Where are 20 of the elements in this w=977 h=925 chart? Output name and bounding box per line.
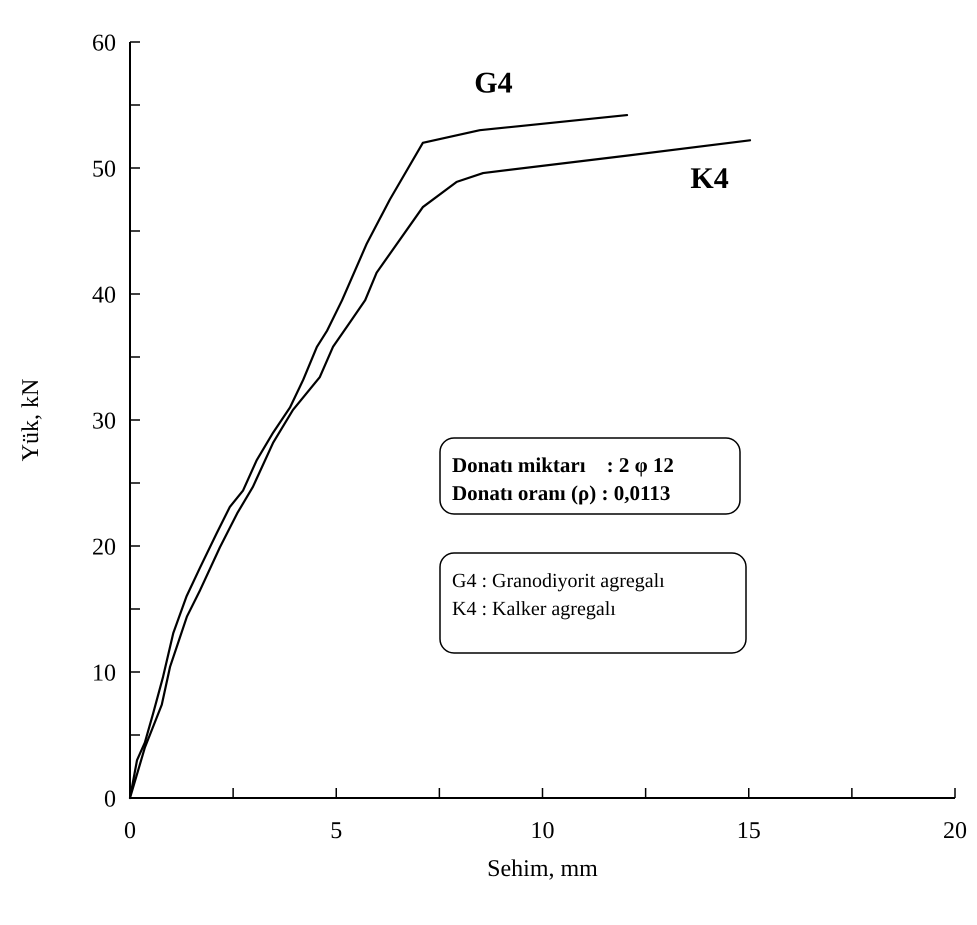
x-tick-label: 0: [124, 818, 136, 844]
x-tick-label: 15: [736, 818, 761, 844]
x-tick-label: 10: [530, 818, 554, 844]
y-tick-label: 0: [104, 786, 116, 812]
y-tick-label: 60: [92, 30, 116, 56]
annotation: Donatı miktarı : 2 φ 12: [452, 453, 674, 477]
x-tick-label: 20: [943, 818, 967, 844]
x-axis-title: Sehim, mm: [487, 856, 598, 882]
x-tick-label: 5: [330, 818, 342, 844]
annotation: G4 : Granodiyorit agregalı: [452, 570, 666, 592]
y-axis-title: Yük, kN: [18, 378, 44, 462]
annotation: Donatı oranı (ρ) : 0,0113: [452, 481, 670, 505]
y-tick-label: 50: [92, 156, 116, 182]
y-tick-label: 30: [92, 408, 116, 434]
series-label: G4: [474, 66, 513, 100]
series-label: K4: [690, 162, 729, 195]
annotation: K4 : Kalker agregalı: [452, 598, 616, 620]
y-tick-label: 20: [92, 534, 116, 560]
y-tick-label: 10: [92, 660, 116, 686]
y-tick-label: 40: [92, 282, 116, 308]
